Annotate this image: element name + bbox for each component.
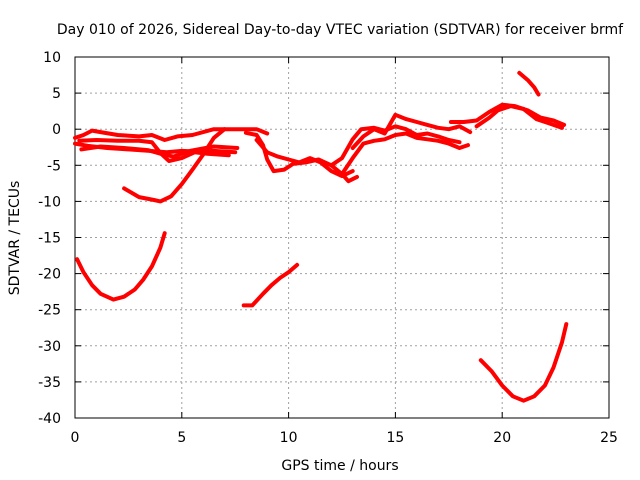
y-tick-label: -30	[38, 339, 61, 355]
series-arc-7	[254, 138, 355, 179]
y-tick-label: -25	[38, 303, 61, 319]
y-tick-label: -40	[38, 411, 61, 427]
series-arc-1	[73, 127, 270, 142]
y-axis-label: SDTVAR / TECUs	[7, 181, 23, 296]
y-tick-label: 5	[52, 86, 61, 102]
y-tick-label: -20	[38, 267, 61, 283]
y-tick-label: 10	[43, 50, 61, 66]
axis-ticks: 0 5 10 15 20 25 10 5 0 -5 -10 -15 -20 -25 -30 -35 -40	[38, 50, 618, 446]
x-tick-label: 20	[493, 430, 511, 446]
x-axis-label: GPS time / hours	[281, 458, 398, 474]
x-tick-label: 0	[71, 430, 80, 446]
series-arc-15	[241, 262, 300, 308]
x-tick-label: 10	[280, 430, 298, 446]
y-tick-label: -10	[38, 194, 61, 210]
series-arc-9	[340, 131, 470, 176]
x-tick-label: 15	[386, 430, 404, 446]
y-tick-label: -5	[47, 158, 61, 174]
chart-title: Day 010 of 2026, Sidereal Day-to-day VTE…	[57, 22, 624, 38]
series-arc-12	[474, 104, 564, 130]
series-group	[73, 70, 569, 403]
series-arc-13	[517, 70, 541, 97]
y-tick-label: -15	[38, 231, 61, 247]
series-arc-16	[478, 322, 569, 403]
series-arc-14	[75, 231, 167, 302]
x-tick-label: 25	[600, 430, 618, 446]
x-tick-label: 5	[177, 430, 186, 446]
series-arc-5	[122, 127, 227, 204]
series-arc-8	[329, 124, 462, 168]
y-tick-label: 0	[52, 122, 61, 138]
y-tick-label: -35	[38, 375, 61, 391]
series-arc-10	[350, 112, 473, 150]
